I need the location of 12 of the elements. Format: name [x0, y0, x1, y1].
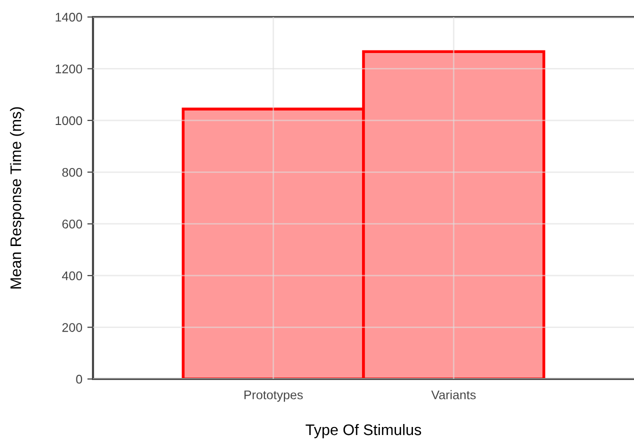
y-tick-label: 800: [62, 168, 82, 177]
y-tick-label: 600: [62, 220, 82, 229]
y-tick-label: 200: [62, 323, 82, 332]
y-tick-label: 1000: [56, 116, 82, 126]
y-tick-label: 1400: [56, 12, 82, 22]
x-tick-label: Variants: [431, 390, 476, 400]
y-tick-label: 0: [76, 374, 82, 384]
y-tick-label: 1200: [56, 64, 82, 74]
y-tick-label: 400: [62, 271, 82, 280]
x-tick-label: Prototypes: [244, 390, 303, 402]
y-axis-title: Mean Response Time (ms): [10, 107, 24, 288]
x-axis-title: Type Of Stimulus: [306, 424, 422, 438]
